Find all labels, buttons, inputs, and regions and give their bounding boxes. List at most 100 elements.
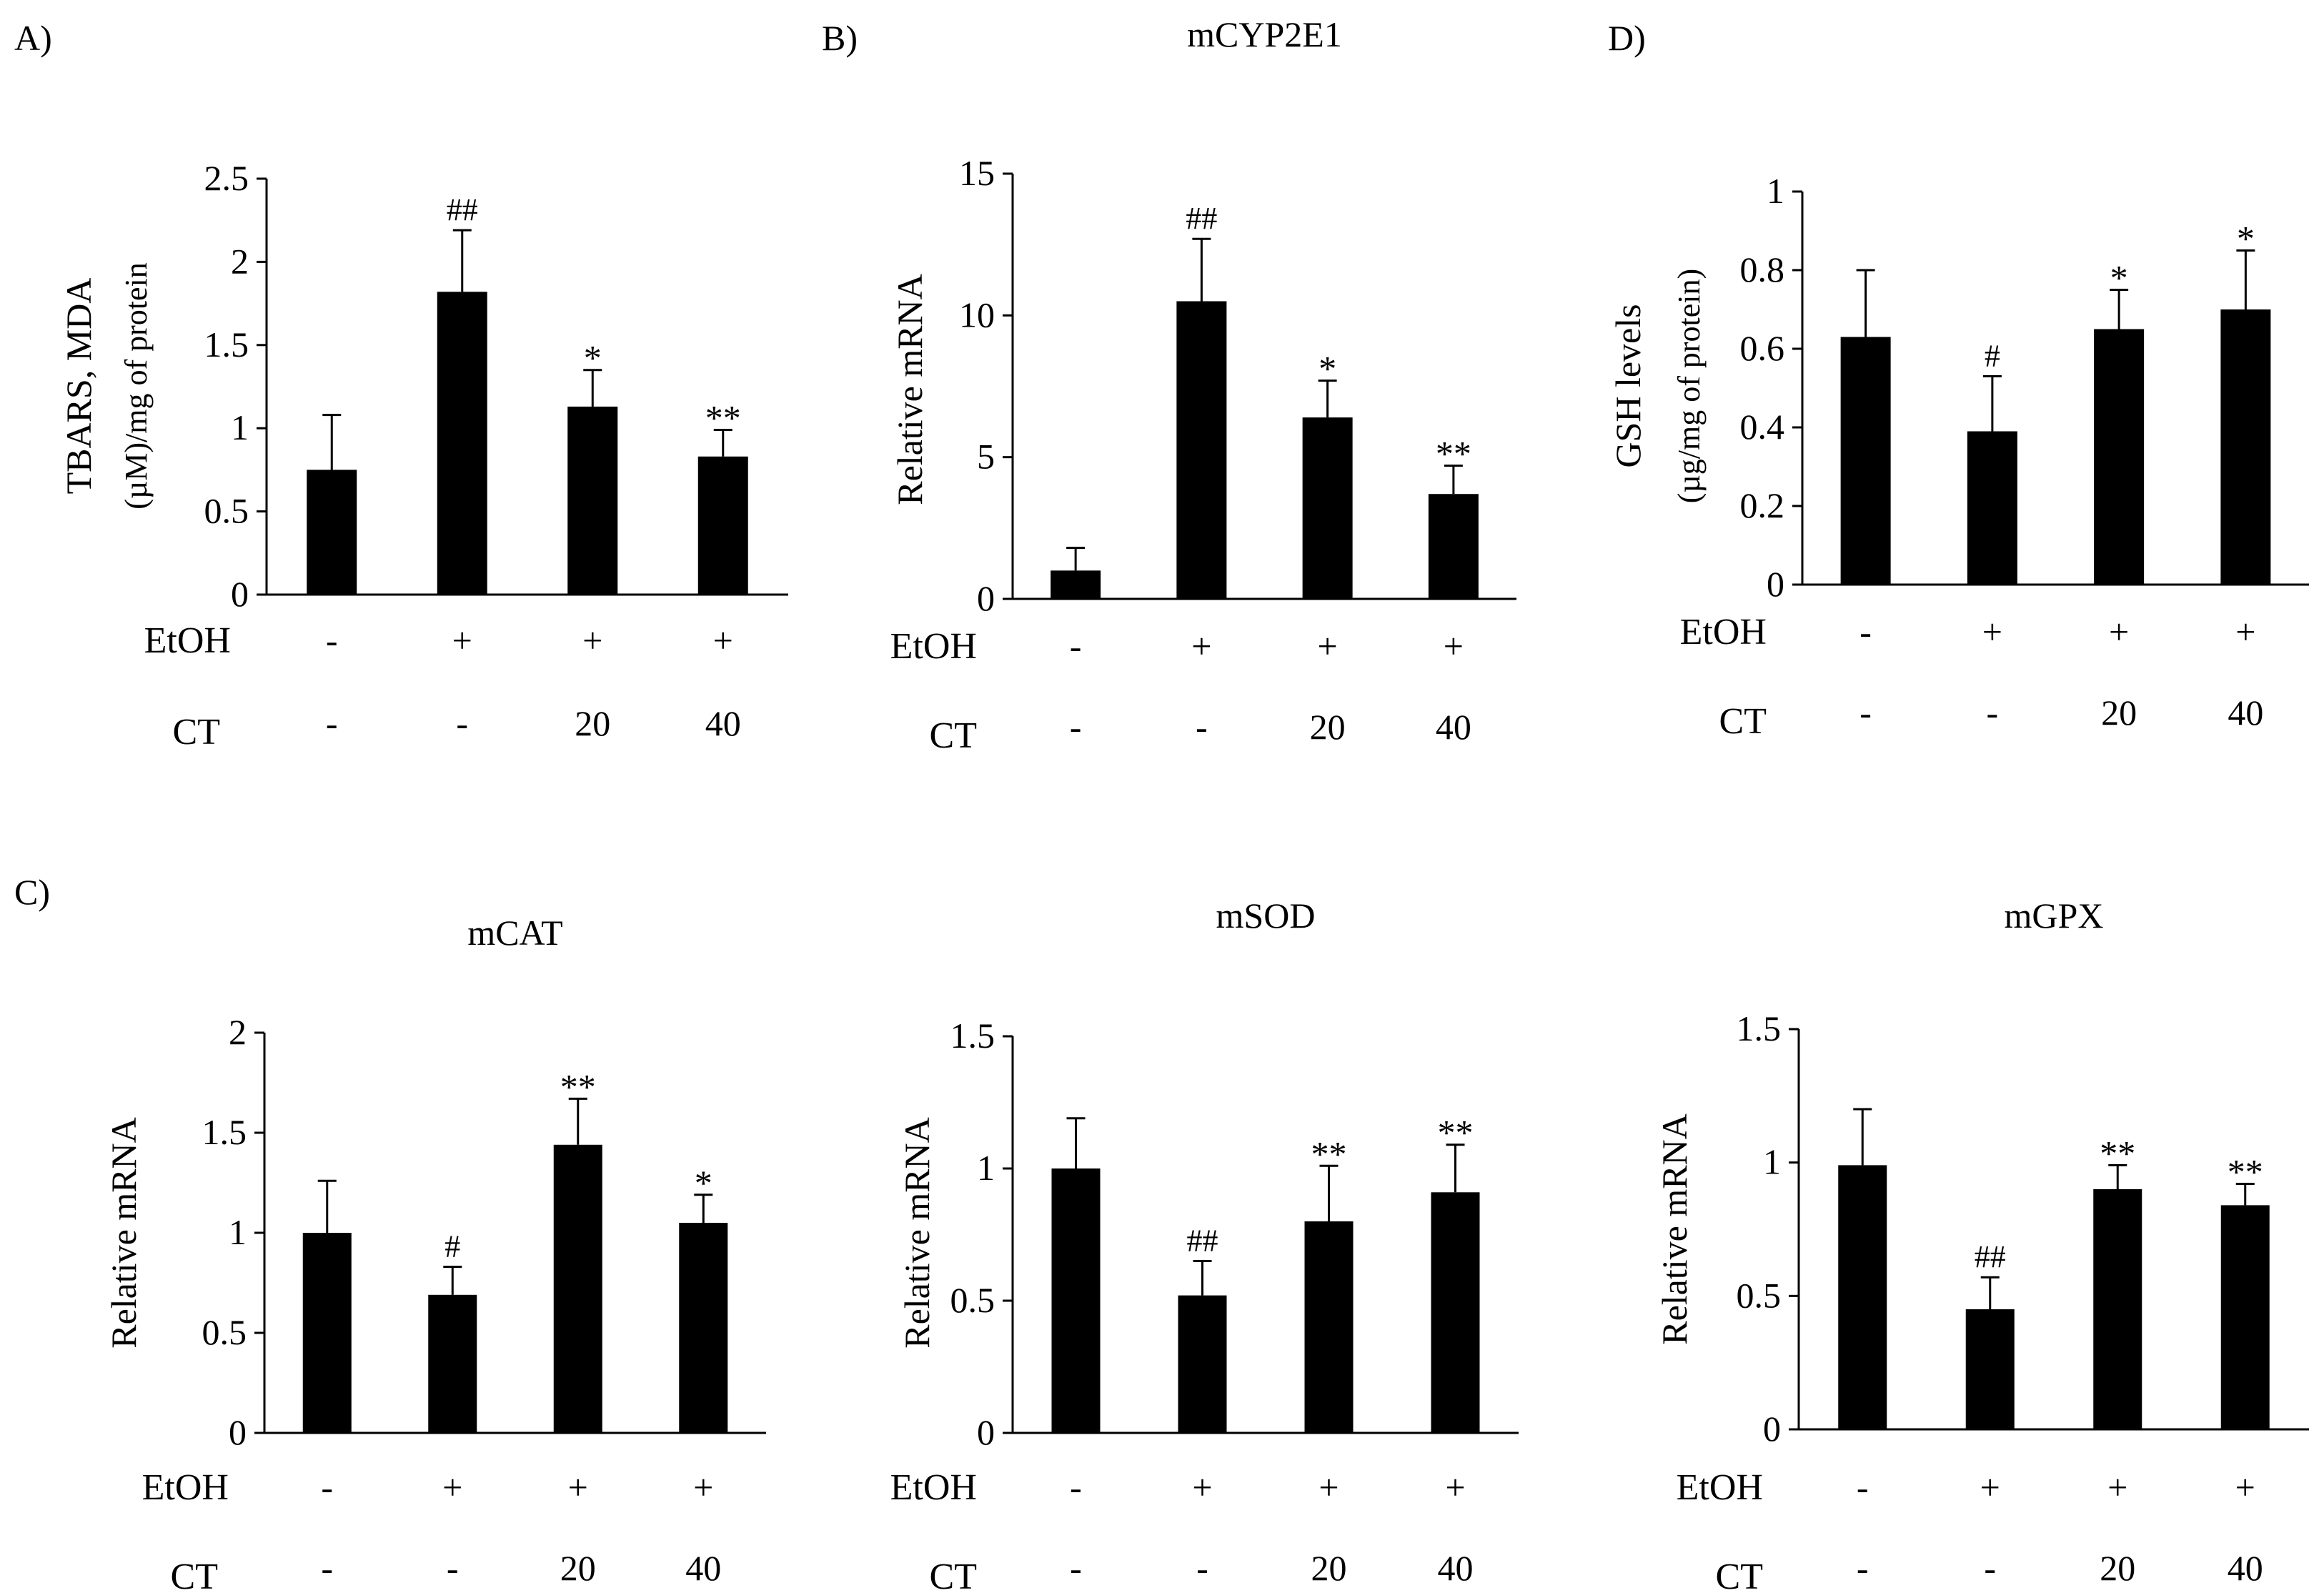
y-axis-label-2: (µg/mg of protein) <box>1672 269 1707 503</box>
etoh-cell: + <box>2109 612 2129 652</box>
y-tick-label: 0.5 <box>1737 1275 1782 1315</box>
y-axis-label-2: (µM)/mg of protein <box>119 262 154 510</box>
etoh-cell: + <box>2235 1467 2255 1507</box>
bar <box>1840 337 1891 585</box>
bar <box>1302 417 1353 599</box>
etoh-cell: + <box>582 620 602 660</box>
ct-cell: 40 <box>685 1548 721 1588</box>
ct-row-label: CT <box>171 1557 218 1593</box>
bar <box>1838 1165 1887 1429</box>
ct-row-label: CT <box>930 715 977 756</box>
chart-title: mSOD <box>1216 895 1316 936</box>
ct-cell: - <box>321 1548 333 1588</box>
panel-c3: mGPX 0 0.5 1 1.5 Relative mRNA ## ** ** EtOH CT - + +… <box>1654 895 2309 1593</box>
y-tick-label: 0 <box>231 574 249 614</box>
bar <box>1965 1309 2015 1429</box>
etoh-cell: - <box>321 1467 333 1507</box>
significance-mark: ## <box>1975 1239 2006 1274</box>
ct-cell: - <box>1859 693 1872 733</box>
etoh-cell: + <box>713 620 733 660</box>
y-tick-label: 0 <box>977 1412 995 1452</box>
bar <box>1967 431 2017 585</box>
etoh-cell: + <box>452 620 472 660</box>
ct-cell: 40 <box>2228 693 2263 733</box>
y-axis-label: Relative mRNA <box>1654 1113 1694 1345</box>
etoh-cell: - <box>326 620 338 660</box>
etoh-row-label: EtOH <box>144 620 231 661</box>
y-tick-label: 0 <box>1767 564 1784 604</box>
significance-mark: ## <box>447 192 478 227</box>
etoh-cell: + <box>568 1467 588 1507</box>
significance-mark: # <box>1985 339 2000 374</box>
y-tick-label: 1.5 <box>204 324 249 364</box>
etoh-cell: - <box>1859 612 1872 652</box>
y-tick-label: 0.5 <box>202 1312 247 1352</box>
bar <box>428 1294 477 1433</box>
bar <box>2220 309 2271 585</box>
etoh-cell: + <box>1444 626 1464 666</box>
y-tick-label: 1.5 <box>1737 1008 1782 1048</box>
ct-cell: - <box>1987 693 1999 733</box>
ct-cell: 40 <box>705 703 741 743</box>
ct-cell: - <box>456 703 468 743</box>
etoh-cell: + <box>2235 612 2255 652</box>
ct-cell: 40 <box>2228 1548 2263 1588</box>
ct-cell: 40 <box>1438 1548 1474 1588</box>
ct-row-label: CT <box>930 1557 977 1593</box>
etoh-cell: + <box>1445 1467 1465 1507</box>
etoh-row-label: EtOH <box>890 626 977 667</box>
y-tick-label: 0.6 <box>1740 328 1785 368</box>
ct-cell: - <box>326 703 338 743</box>
ct-cell: - <box>1070 707 1082 747</box>
y-tick-label: 10 <box>959 294 995 334</box>
etoh-cell: + <box>1191 626 1211 666</box>
ct-row-label: CT <box>1716 1557 1763 1593</box>
bar <box>697 456 748 595</box>
y-axis-label: Relative mRNA <box>890 274 930 505</box>
ct-cell: 20 <box>1310 707 1346 747</box>
y-tick-label: 15 <box>959 153 995 193</box>
y-tick-label: 0.8 <box>1740 249 1785 289</box>
etoh-row-label: EtOH <box>890 1467 977 1508</box>
y-tick-label: 0.5 <box>204 491 249 531</box>
significance-mark: * <box>2110 258 2128 298</box>
panel-label: B) <box>822 18 858 58</box>
etoh-cell: + <box>1319 1467 1339 1507</box>
y-tick-label: 5 <box>977 437 995 477</box>
ct-cell: 20 <box>2101 693 2137 733</box>
bar <box>2220 1205 2270 1429</box>
significance-mark: ** <box>705 398 741 438</box>
y-axis-label: Relative mRNA <box>104 1117 144 1349</box>
etoh-cell: + <box>1318 626 1338 666</box>
ct-cell: - <box>1070 1548 1082 1588</box>
y-axis-label: GSH levels <box>1608 304 1648 467</box>
significance-mark: * <box>1319 349 1336 389</box>
y-tick-label: 1 <box>231 407 249 447</box>
y-tick-label: 1 <box>1763 1142 1781 1182</box>
ct-row-label: CT <box>1719 701 1767 742</box>
ct-row-label: CT <box>173 712 220 753</box>
y-tick-label: 0 <box>977 578 995 618</box>
bar <box>1304 1221 1354 1433</box>
etoh-row-label: EtOH <box>1677 1467 1763 1508</box>
significance-mark: * <box>2237 219 2255 259</box>
panel-label: D) <box>1608 18 1646 58</box>
ct-cell: 20 <box>2100 1548 2135 1588</box>
etoh-cell: + <box>442 1467 462 1507</box>
significance-mark: # <box>445 1229 460 1264</box>
bar <box>679 1223 728 1433</box>
bar <box>1051 1168 1101 1433</box>
y-tick-label: 1 <box>229 1212 247 1252</box>
panel-a: A) 0 0.5 1 1.5 2 2.5 TBARS, MDA (µM)/mg of prote… <box>14 18 788 753</box>
etoh-cell: - <box>1857 1467 1869 1507</box>
etoh-cell: + <box>1192 1467 1212 1507</box>
bar <box>1178 1295 1227 1433</box>
etoh-cell: - <box>1070 1467 1082 1507</box>
bar <box>2094 329 2145 585</box>
ct-cell: - <box>1857 1548 1869 1588</box>
ct-cell: 20 <box>1311 1548 1347 1588</box>
significance-mark: ## <box>1186 201 1217 236</box>
y-tick-label: 0.5 <box>950 1280 995 1320</box>
